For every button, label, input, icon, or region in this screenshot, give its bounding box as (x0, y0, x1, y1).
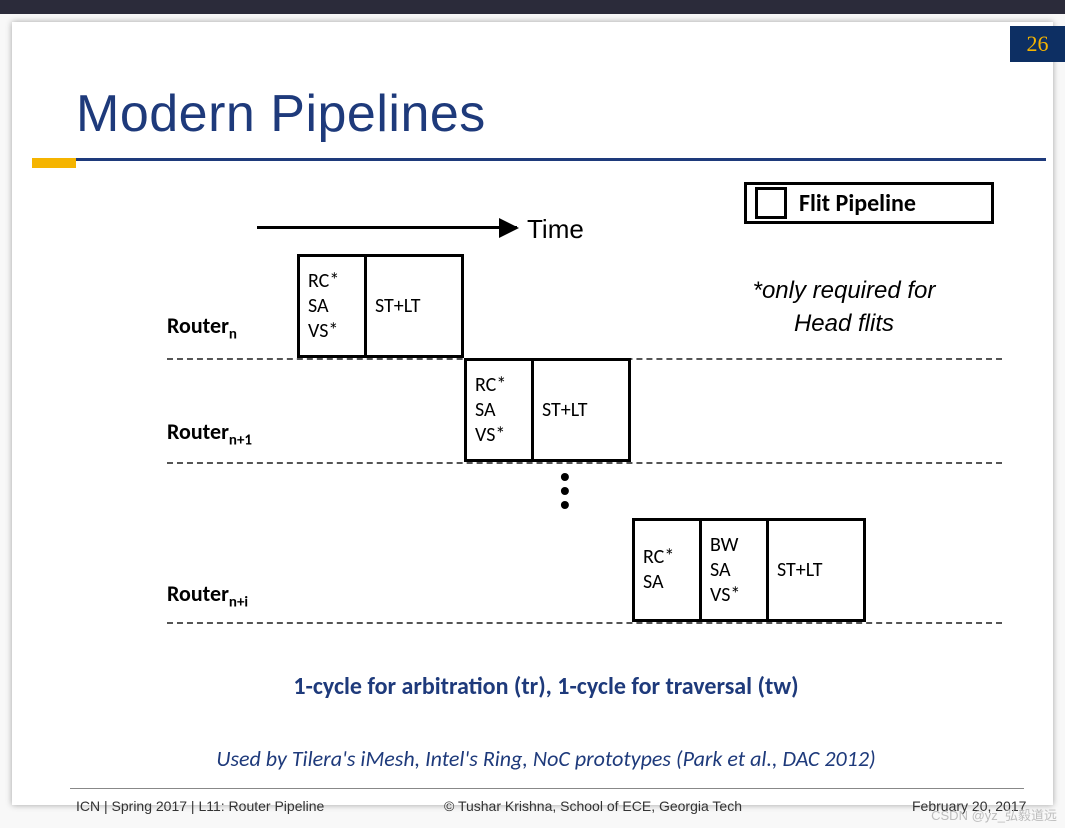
time-label: Time (527, 214, 584, 245)
footer-left: ICN | Spring 2017 | L11: Router Pipeline (76, 798, 324, 814)
footer-divider (70, 788, 1024, 789)
page-number-badge: 26 (1010, 26, 1065, 62)
stage-line: ST+LT (777, 558, 855, 583)
stage-line: RC* (643, 545, 691, 570)
router-label: Routern (167, 312, 237, 343)
pipeline-stage: ST+LT (531, 358, 631, 462)
legend-label: Flit Pipeline (799, 189, 916, 218)
pipeline-stage: RC*SAVS* (297, 254, 367, 358)
router-label: Routern+1 (167, 418, 252, 449)
slide-title: Modern Pipelines (76, 84, 486, 144)
stage-line: VS* (475, 423, 523, 448)
stage-line: VS* (308, 319, 356, 344)
stage-line: ST+LT (375, 294, 453, 319)
title-accent-bar (32, 158, 76, 168)
router-row-divider (167, 622, 1002, 624)
legend-box: Flit Pipeline (744, 182, 994, 224)
note-line-1: *only required for (694, 277, 994, 305)
watermark-text: CSDN @yz_弘毅道远 (931, 805, 1057, 824)
pipeline-diagram: Flit Pipeline Time *only required for He… (167, 182, 1022, 642)
slide-frame: Modern Pipelines Flit Pipeline Time *onl… (12, 22, 1053, 805)
page-number: 26 (1027, 31, 1049, 57)
time-arrow-icon (257, 226, 517, 229)
stage-line: RC* (475, 373, 523, 398)
router-label: Routern+i (167, 580, 248, 611)
stage-line: VS* (710, 583, 758, 608)
pipeline-stage: RC*SA (632, 518, 702, 622)
stage-line: BW (710, 533, 758, 558)
pipeline-stage: RC*SAVS* (464, 358, 534, 462)
note-line-2: Head flits (694, 310, 994, 338)
legend-swatch-icon (755, 187, 787, 219)
pipeline-stage-group: RC*SAVS* ST+LT (297, 254, 464, 358)
viewer-top-bar (0, 0, 1065, 14)
pipeline-stage-group: RC*SABWSAVS*ST+LT (632, 518, 866, 622)
stage-line: SA (643, 570, 691, 595)
pipeline-stage: BWSAVS* (699, 518, 769, 622)
stage-line: SA (475, 398, 523, 423)
router-row-divider (167, 462, 1002, 464)
caption-main: 1-cycle for arbitration (tr), 1-cycle fo… (76, 672, 1016, 701)
slide-outer: Modern Pipelines Flit Pipeline Time *onl… (0, 0, 1065, 828)
pipeline-stage: ST+LT (766, 518, 866, 622)
title-underline (76, 158, 1046, 161)
caption-reference: Used by Tilera's iMesh, Intel's Ring, No… (76, 745, 1016, 772)
footer-center: © Tushar Krishna, School of ECE, Georgia… (444, 798, 742, 814)
pipeline-stage-group: RC*SAVS* ST+LT (464, 358, 631, 462)
stage-line: ST+LT (542, 398, 620, 423)
stage-line: RC* (308, 269, 356, 294)
pipeline-stage: ST+LT (364, 254, 464, 358)
stage-line: SA (308, 294, 356, 319)
ellipsis-dots-icon: ••• (560, 470, 572, 512)
stage-line: SA (710, 558, 758, 583)
